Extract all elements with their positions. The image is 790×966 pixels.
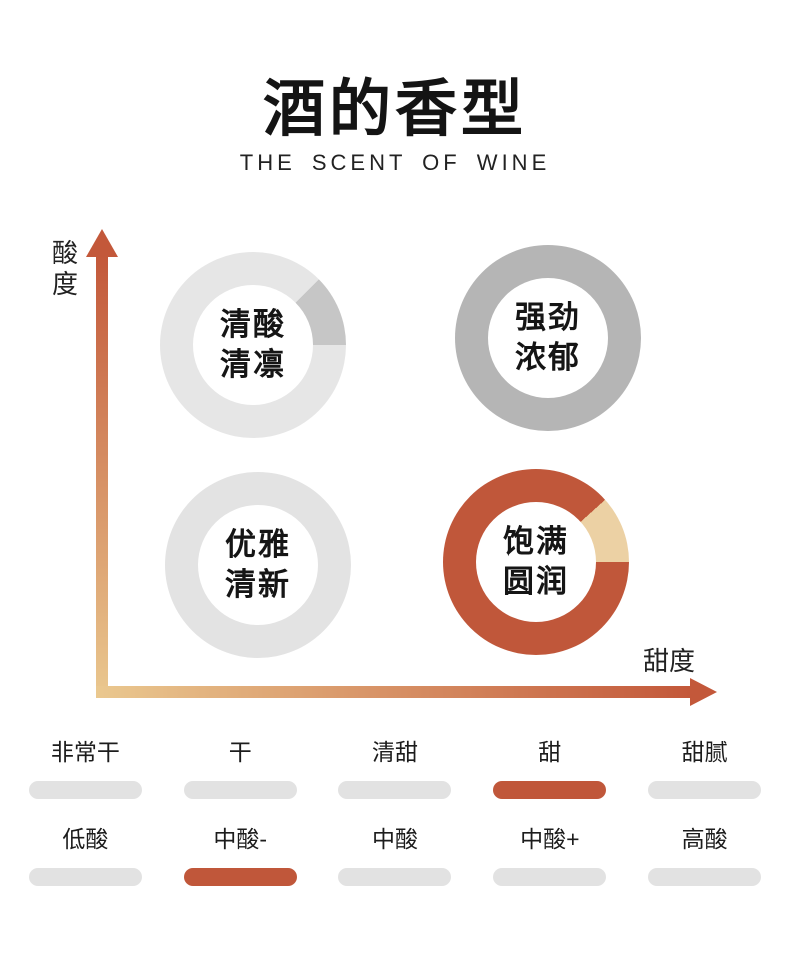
- scale-item: 非常干: [8, 738, 163, 799]
- scale-pill: [338, 868, 452, 886]
- scale-pill: [493, 781, 607, 799]
- scale-item: 高酸: [627, 825, 782, 886]
- y-axis-line: [96, 255, 108, 698]
- scale-item: 甜: [472, 738, 627, 799]
- donut-strong-intense: 强劲 浓郁: [455, 245, 641, 431]
- y-axis-arrow-icon: [86, 229, 118, 257]
- scale-pill: [338, 781, 452, 799]
- scale-item: 中酸+: [472, 825, 627, 886]
- scale-item: 中酸-: [163, 825, 318, 886]
- sweetness-scale: 非常干 干 清甜 甜 甜腻: [0, 738, 790, 799]
- scale-pill: [648, 781, 762, 799]
- scale-pill: [28, 868, 142, 886]
- donut-label: 强劲 浓郁: [515, 300, 581, 375]
- scale-item: 清甜: [318, 738, 473, 799]
- scale-pill: [493, 868, 607, 886]
- donut-label: 清酸 清凛: [220, 307, 286, 382]
- x-axis-line: [96, 686, 691, 698]
- donut-crisp-acidic: 清酸 清凛: [160, 252, 346, 438]
- page-title: 酒的香型: [262, 76, 527, 144]
- scale-pill: [28, 781, 142, 799]
- donut-elegant-fresh: 优雅 清新: [165, 472, 351, 658]
- scale-item: 干: [163, 738, 318, 799]
- scale-item: 中酸: [318, 825, 473, 886]
- x-axis-arrow-icon: [690, 678, 717, 706]
- scale-pill: [183, 868, 297, 886]
- acidity-scale: 低酸 中酸- 中酸 中酸+ 高酸: [0, 825, 790, 886]
- x-axis-label: 甜度: [643, 646, 696, 676]
- scale-pill: [648, 868, 762, 886]
- donut-label: 优雅 清新: [225, 527, 291, 602]
- page-subtitle: THE SCENT OF WINE: [239, 150, 551, 175]
- donut-full-round: 饱满 圆润: [443, 469, 629, 655]
- scale-item: 甜腻: [627, 738, 782, 799]
- donut-label: 饱满 圆润: [503, 524, 569, 599]
- scale-pill: [183, 781, 297, 799]
- scale-item: 低酸: [8, 825, 163, 886]
- y-axis-label: 酸度: [52, 238, 79, 299]
